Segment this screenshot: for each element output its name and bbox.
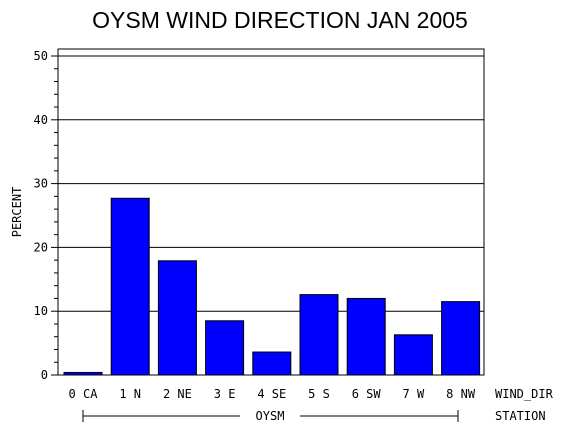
y-tick-label: 30 (34, 177, 48, 191)
plot-frame (57, 48, 485, 376)
y-tick-label: 0 (41, 368, 48, 382)
group-value-label: OYSM (256, 409, 285, 423)
x-tick-label: 1 N (119, 387, 141, 401)
x-tick-label: 5 S (308, 387, 330, 401)
y-tick-label: 50 (34, 49, 48, 63)
x-tick-label: 7 W (403, 387, 425, 401)
bar (299, 294, 339, 376)
x-tick-label: 2 NE (163, 387, 192, 401)
bars (63, 197, 481, 376)
bar (205, 320, 245, 376)
bar (252, 351, 292, 376)
y-tick-labels: 0 10 20 30 40 50 (34, 49, 48, 382)
x-tick-label: 3 E (214, 387, 236, 401)
y-minor-ticks (54, 68, 58, 363)
bar (441, 301, 481, 376)
bar (157, 260, 197, 376)
y-tick-label: 20 (34, 240, 48, 254)
x-tick-label: 4 SE (257, 387, 286, 401)
bar (393, 334, 433, 376)
x-axis-label: WIND_DIR (495, 387, 554, 401)
x-tick-label: 8 NW (446, 387, 476, 401)
x-tick-label: 6 SW (352, 387, 382, 401)
bar (346, 297, 386, 376)
group-axis-label: STATION (495, 409, 546, 423)
chart-title: OYSM WIND DIRECTION JAN 2005 (92, 7, 468, 33)
y-tick-label: 40 (34, 113, 48, 127)
bar (110, 197, 150, 376)
y-tick-label: 10 (34, 304, 48, 318)
y-axis-label: PERCENT (10, 187, 24, 238)
x-tick-labels: 0 CA 1 N 2 NE 3 E 4 SE 5 S 6 SW 7 W 8 NW (69, 387, 476, 401)
x-tick-label: 0 CA (69, 387, 99, 401)
